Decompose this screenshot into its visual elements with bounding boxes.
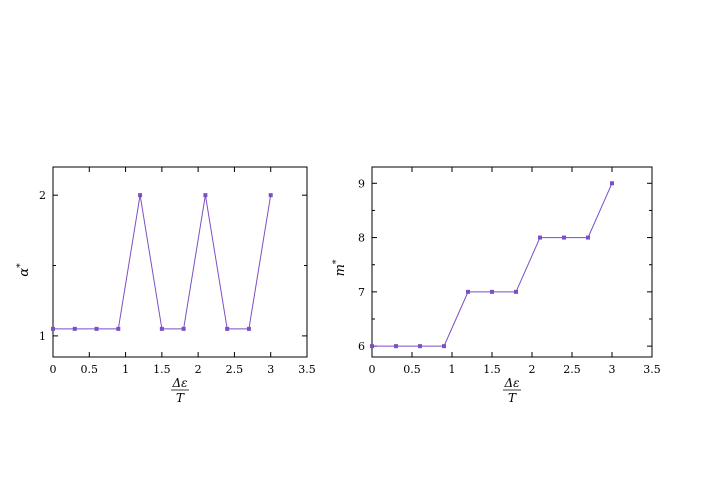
data-point	[72, 326, 77, 331]
data-point	[442, 344, 446, 349]
y-tick-label: 8	[358, 232, 365, 245]
data-point	[514, 289, 518, 294]
x-tick-label: 1	[449, 363, 456, 376]
x-tick-label: 2.5	[226, 363, 244, 376]
data-point	[94, 326, 99, 331]
x-axis-label-denominator: T	[508, 391, 517, 405]
y-tick-label: 1	[39, 330, 46, 343]
x-tick-label: 0.5	[403, 363, 421, 376]
data-point	[610, 181, 614, 186]
y-tick-label: 9	[358, 177, 365, 190]
data-point	[586, 235, 590, 240]
x-tick-label: 3.5	[643, 363, 661, 376]
data-point	[181, 326, 186, 331]
x-tick-label: 0	[369, 363, 376, 376]
y-tick-label: 2	[39, 189, 46, 202]
x-tick-label: 1.5	[483, 363, 501, 376]
data-point	[562, 235, 566, 240]
data-point	[418, 344, 422, 349]
y-axis-label: m*	[332, 259, 348, 276]
y-axis-label-superscript: *	[16, 263, 26, 268]
data-point	[159, 326, 164, 331]
data-point	[370, 344, 374, 349]
x-axis-label-numerator: Δε	[503, 376, 519, 390]
plot-frame	[52, 166, 308, 358]
data-point	[394, 344, 398, 349]
y-tick-label: 6	[358, 340, 365, 353]
x-axis-label-denominator: T	[176, 391, 185, 405]
y-axis-label: α*	[16, 263, 32, 277]
y-axis-label-main: α	[17, 268, 32, 277]
x-tick-label: 1.5	[153, 363, 171, 376]
data-point	[538, 235, 542, 240]
data-point	[116, 326, 121, 331]
data-point	[225, 326, 230, 331]
x-tick-label: 2	[195, 363, 202, 376]
x-tick-label: 0.5	[81, 363, 99, 376]
data-point	[51, 326, 55, 331]
x-tick-label: 3	[267, 363, 274, 376]
data-point	[203, 193, 208, 198]
x-tick-label: 1	[122, 363, 129, 376]
x-tick-label: 0	[50, 363, 57, 376]
data-point	[490, 289, 494, 294]
x-tick-label: 3	[609, 363, 616, 376]
x-tick-label: 2.5	[563, 363, 581, 376]
y-tick-label: 7	[358, 286, 365, 299]
y-axis-label-superscript: *	[332, 259, 342, 264]
data-point	[246, 326, 251, 331]
series-line	[372, 183, 613, 347]
data-point	[268, 193, 273, 198]
x-tick-label: 3.5	[298, 363, 316, 376]
series-line	[53, 195, 272, 330]
x-axis-label-numerator: Δε	[171, 376, 187, 390]
y-axis-label-main: m	[333, 264, 348, 276]
data-point	[466, 289, 470, 294]
plot-frame	[371, 166, 653, 358]
data-point	[138, 193, 143, 198]
x-tick-label: 2	[529, 363, 536, 376]
